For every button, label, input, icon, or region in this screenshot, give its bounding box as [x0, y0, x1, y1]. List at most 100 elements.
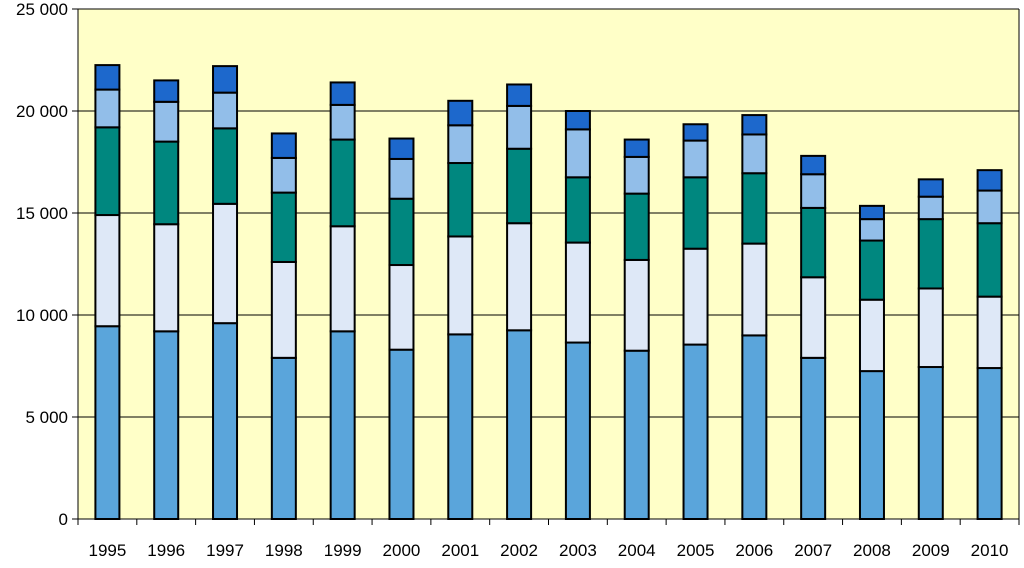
bar-segment	[623, 192, 650, 261]
bar-segment	[858, 298, 885, 373]
bar-segment	[623, 155, 650, 195]
y-tick-label: 20 000	[16, 102, 68, 121]
bar-segment	[270, 132, 297, 159]
bar-segment	[506, 83, 533, 107]
y-tick-label: 5 000	[25, 408, 68, 427]
bar-stack	[447, 99, 474, 520]
bar-segment	[741, 334, 768, 520]
bar-stack	[917, 178, 944, 520]
bar-segment	[800, 356, 827, 520]
bar-segment	[94, 214, 121, 328]
bar-segment	[94, 88, 121, 129]
bar-stack	[212, 65, 239, 520]
y-tick-label: 25 000	[16, 0, 68, 19]
bar-segment	[329, 103, 356, 141]
bar-segment	[212, 65, 239, 94]
bar-segment	[270, 260, 297, 359]
bar-segment	[506, 222, 533, 332]
bar-segment	[329, 225, 356, 333]
bar-segment	[329, 138, 356, 228]
bar-segment	[741, 133, 768, 175]
bar-segment	[800, 154, 827, 176]
x-tick-label: 2001	[441, 541, 479, 560]
bar-segment	[800, 173, 827, 209]
bar-segment	[506, 147, 533, 225]
x-tick-label: 2009	[912, 541, 950, 560]
bar-segment	[212, 91, 239, 130]
bar-stack	[153, 79, 180, 520]
bar-segment	[917, 218, 944, 290]
bar-segment	[741, 172, 768, 245]
bar-stack	[506, 83, 533, 520]
bar-segment	[388, 197, 415, 267]
bar-segment	[447, 124, 474, 165]
bar-stack	[94, 64, 121, 520]
y-tick-label: 0	[59, 510, 68, 529]
bar-segment	[153, 330, 180, 520]
bar-stack	[329, 81, 356, 520]
bar-segment	[388, 137, 415, 160]
x-tick-label: 2008	[853, 541, 891, 560]
bar-segment	[447, 162, 474, 238]
bar-segment	[976, 189, 1003, 225]
bar-stack	[682, 123, 709, 520]
bars	[94, 64, 1003, 521]
bar-stack	[388, 137, 415, 520]
bar-segment	[623, 349, 650, 521]
bar-segment	[447, 99, 474, 127]
bar-stack	[800, 154, 827, 520]
bar-segment	[212, 322, 239, 520]
y-tick-label: 10 000	[16, 306, 68, 325]
bar-segment	[564, 110, 591, 131]
x-tick-label: 2006	[735, 541, 773, 560]
bar-stack	[270, 132, 297, 520]
x-tick-label: 1995	[88, 541, 126, 560]
x-tick-label: 2003	[559, 541, 597, 560]
bar-segment	[270, 356, 297, 520]
bar-segment	[682, 139, 709, 179]
bar-segment	[976, 169, 1003, 192]
bar-segment	[329, 330, 356, 520]
bar-segment	[564, 241, 591, 344]
bar-segment	[917, 287, 944, 369]
bar-segment	[506, 329, 533, 520]
bar-segment	[800, 276, 827, 359]
bar-segment	[564, 176, 591, 244]
bar-segment	[741, 114, 768, 136]
bar-segment	[976, 367, 1003, 521]
bar-segment	[270, 191, 297, 263]
bar-segment	[447, 235, 474, 336]
bar-segment	[447, 333, 474, 520]
bar-segment	[94, 325, 121, 520]
bar-segment	[682, 176, 709, 250]
bar-segment	[270, 156, 297, 194]
bar-segment	[94, 126, 121, 217]
bar-stack	[623, 138, 650, 521]
bar-stack	[858, 204, 885, 520]
bar-segment	[976, 295, 1003, 370]
x-tick-label: 1999	[324, 541, 362, 560]
bar-segment	[682, 247, 709, 346]
bar-segment	[858, 370, 885, 520]
x-tick-label: 2004	[618, 541, 656, 560]
bar-segment	[212, 127, 239, 205]
bar-segment	[976, 222, 1003, 298]
x-tick-label: 2002	[500, 541, 538, 560]
x-tick-label: 2000	[383, 541, 421, 560]
bar-segment	[388, 157, 415, 200]
x-tick-label: 2010	[971, 541, 1009, 560]
bar-segment	[917, 178, 944, 198]
bar-segment	[623, 258, 650, 352]
bar-segment	[212, 202, 239, 325]
bar-segment	[388, 264, 415, 351]
bar-segment	[858, 239, 885, 301]
x-tick-labels: 1995 1996 1997 1998 1999 2000 2001 2002 2003 2004…	[88, 541, 1008, 560]
x-tick-label: 1997	[206, 541, 244, 560]
bar-segment	[564, 341, 591, 521]
bar-segment	[682, 343, 709, 520]
bar-segment	[858, 218, 885, 242]
bar-stack	[976, 169, 1003, 521]
bar-segment	[623, 138, 650, 158]
x-tick-label: 1996	[147, 541, 185, 560]
